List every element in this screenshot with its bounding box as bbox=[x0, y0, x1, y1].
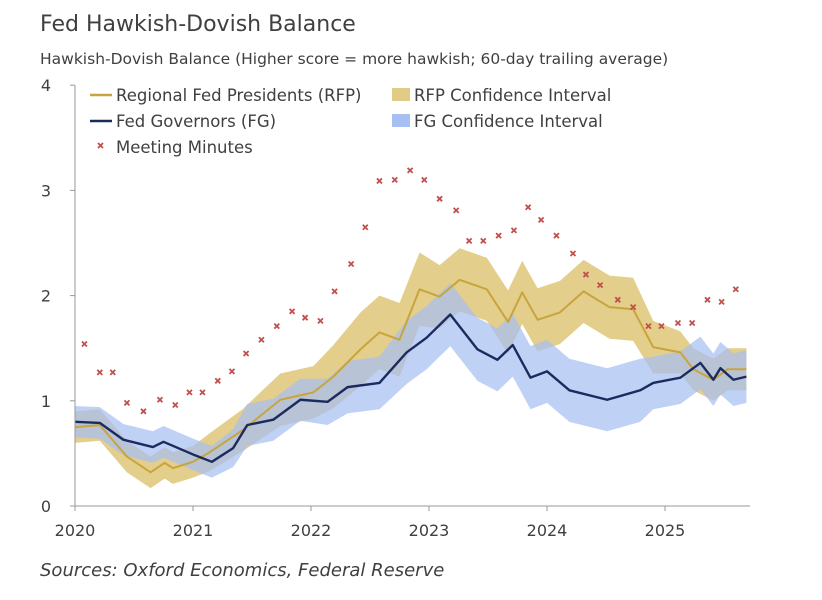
meeting-minutes-point bbox=[465, 237, 473, 245]
fg-confidence-interval-legend-label: FG Confidence Interval bbox=[414, 112, 603, 131]
meeting-minutes-point bbox=[288, 308, 296, 315]
meeting-minutes-point bbox=[258, 336, 265, 343]
x-tick-label: 2023 bbox=[409, 521, 450, 540]
meeting-minutes-point bbox=[495, 232, 502, 239]
meeting-minutes-legend-label: Meeting Minutes bbox=[116, 138, 253, 157]
meeting-minutes-point bbox=[658, 322, 665, 330]
x-tick-label: 2024 bbox=[527, 521, 568, 540]
meeting-minutes-point bbox=[704, 296, 711, 303]
meeting-minutes-point bbox=[123, 399, 131, 407]
meeting-minutes-point bbox=[331, 288, 338, 295]
meeting-minutes-point bbox=[199, 389, 206, 396]
meeting-minutes-point bbox=[273, 322, 280, 330]
meeting-minutes-point bbox=[391, 176, 398, 184]
regional-fed-presidents-rfp-line bbox=[74, 278, 747, 474]
fed-governors-fg-line bbox=[74, 313, 747, 464]
meeting-minutes-legend-swatch bbox=[97, 142, 104, 149]
meeting-minutes-point bbox=[140, 408, 147, 415]
meeting-minutes-point bbox=[186, 389, 193, 396]
y-tick-label: 0 bbox=[41, 497, 51, 516]
y-tick-label: 1 bbox=[41, 392, 51, 411]
meeting-minutes-point bbox=[109, 369, 116, 376]
source-note: Sources: Oxford Economics, Federal Reser… bbox=[40, 560, 445, 581]
x-tick-label: 2022 bbox=[291, 521, 332, 540]
regional-fed-presidents-rfp-legend-label: Regional Fed Presidents (RFP) bbox=[116, 86, 361, 105]
y-tick-label: 3 bbox=[41, 181, 51, 200]
meeting-minutes-point bbox=[242, 350, 250, 357]
fg-confidence-interval-legend-swatch bbox=[392, 114, 410, 127]
meeting-minutes-point bbox=[582, 271, 590, 278]
x-tick-label: 2020 bbox=[55, 521, 96, 540]
meeting-minutes-point bbox=[537, 216, 545, 223]
meeting-minutes-point bbox=[732, 286, 739, 293]
meeting-minutes-point bbox=[480, 237, 487, 245]
meeting-minutes-point bbox=[81, 340, 88, 348]
meeting-minutes-point bbox=[674, 319, 682, 327]
meeting-minutes-point bbox=[553, 232, 560, 239]
meeting-minutes-point bbox=[596, 281, 604, 289]
meeting-minutes-point bbox=[421, 176, 428, 184]
meeting-minutes-point bbox=[228, 368, 236, 375]
meeting-minutes-point bbox=[645, 322, 652, 330]
chart-subtitle: Hawkish-Dovish Balance (Higher score = m… bbox=[40, 50, 669, 68]
meeting-minutes-point bbox=[524, 204, 532, 211]
meeting-minutes-point bbox=[453, 207, 460, 214]
y-tick-label: 4 bbox=[41, 76, 51, 95]
meeting-minutes-point bbox=[317, 317, 324, 324]
meeting-minutes-point bbox=[630, 304, 637, 311]
meeting-minutes-point bbox=[301, 314, 309, 321]
meeting-minutes-point bbox=[406, 167, 414, 174]
y-tick-label: 2 bbox=[41, 287, 51, 306]
chart-title: Fed Hawkish-Dovish Balance bbox=[40, 12, 356, 37]
meeting-minutes-point bbox=[362, 224, 369, 231]
rfp-confidence-interval-legend-swatch bbox=[392, 88, 410, 101]
meeting-minutes-point bbox=[376, 177, 383, 185]
meeting-minutes-point bbox=[156, 396, 164, 403]
meeting-minutes-point bbox=[510, 227, 518, 234]
x-tick-label: 2021 bbox=[173, 521, 214, 540]
meeting-minutes-point bbox=[614, 296, 621, 303]
fed-governors-fg-legend-label: Fed Governors (FG) bbox=[116, 112, 276, 131]
meeting-minutes-point bbox=[689, 319, 696, 327]
x-tick-label: 2025 bbox=[645, 521, 686, 540]
meeting-minutes-point bbox=[436, 195, 443, 202]
meeting-minutes-point bbox=[96, 369, 103, 376]
meeting-minutes-point bbox=[172, 401, 179, 409]
meeting-minutes-point bbox=[214, 377, 221, 384]
meeting-minutes-point bbox=[718, 298, 725, 306]
meeting-minutes-point bbox=[347, 260, 355, 268]
meeting-minutes-point bbox=[569, 250, 577, 257]
rfp-confidence-interval-legend-label: RFP Confidence Interval bbox=[414, 86, 611, 105]
